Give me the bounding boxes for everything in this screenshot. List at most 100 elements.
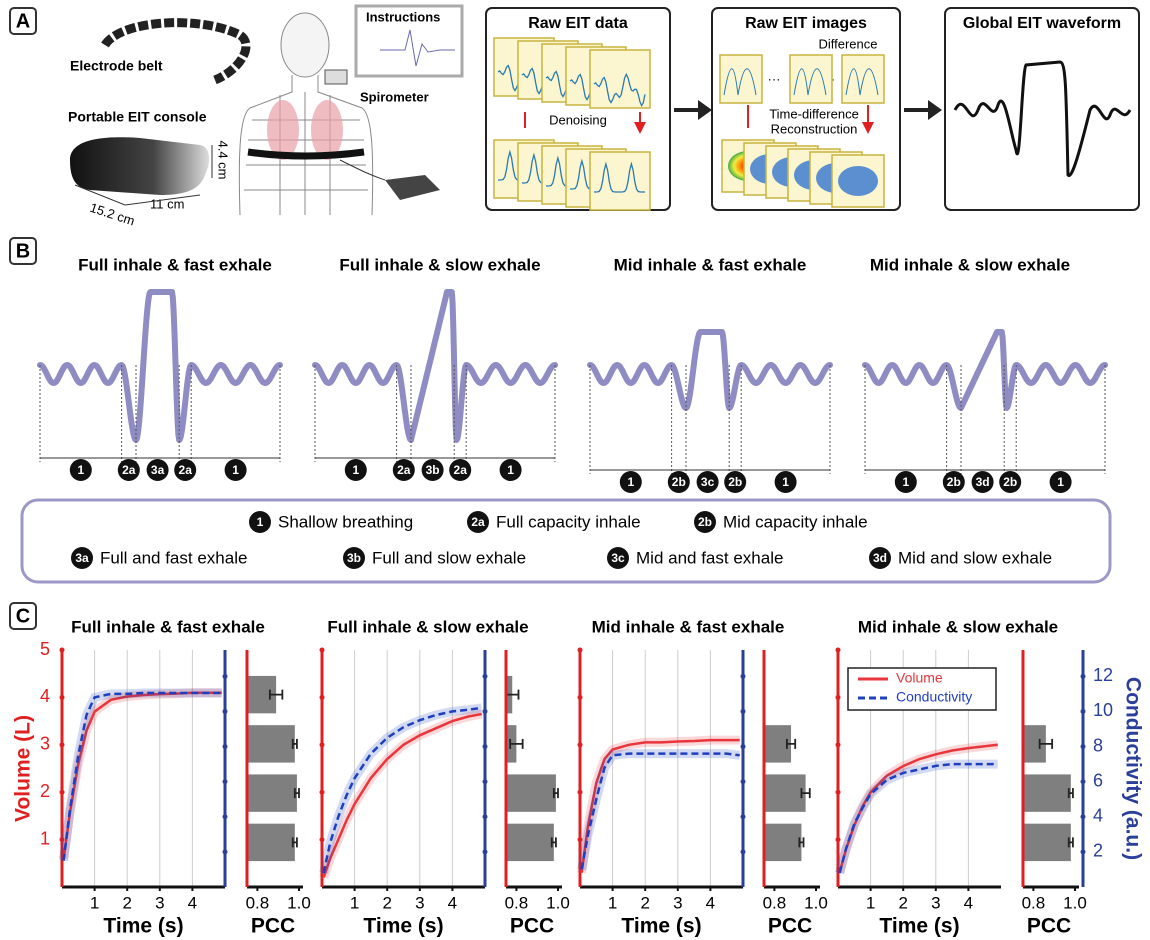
y-axis-label: Volume (L) <box>12 715 35 822</box>
y2-tick-label: 12 <box>1093 665 1113 685</box>
y2-tick <box>741 674 746 679</box>
frame <box>590 152 650 210</box>
y-tick-label: 3 <box>40 734 50 754</box>
x-tick-label: 4 <box>448 893 457 912</box>
y2-tick <box>483 779 488 784</box>
y-tick <box>836 648 841 653</box>
legend-label: Shallow breathing <box>278 512 413 531</box>
y-tick <box>836 695 841 700</box>
x-tick-label: 4 <box>706 893 715 912</box>
y2-tick <box>483 674 488 679</box>
x-tick-label: 3 <box>415 893 424 912</box>
x-tick-label: 4 <box>188 893 197 912</box>
bar <box>764 824 801 861</box>
dimension-label: 11 cm <box>150 196 184 211</box>
legend-key: 2b <box>698 515 712 529</box>
difference-label: Difference <box>818 36 877 51</box>
series-band <box>64 693 222 861</box>
x-axis-label: Time (s) <box>621 915 701 938</box>
chart-title: Full inhale & fast exhale <box>71 617 265 636</box>
console-label: Portable EIT console <box>68 109 207 125</box>
legend-label: Full capacity inhale <box>496 512 641 531</box>
x-tick-label: 1.0 <box>287 893 311 912</box>
waveform-title: Mid inhale & fast exhale <box>614 255 807 274</box>
segment-label: 2b <box>672 475 686 489</box>
x-axis-label: PCC <box>251 915 295 938</box>
chart-title: Mid inhale & fast exhale <box>592 617 785 636</box>
panel-letter: A <box>16 10 30 32</box>
chart-title: Full inhale & slow exhale <box>327 617 528 636</box>
y-tick <box>578 742 583 747</box>
x-tick-label: 3 <box>673 893 682 912</box>
legend-key: 3d <box>873 551 887 565</box>
legend-key: 3b <box>347 551 361 565</box>
y2-tick-label: 10 <box>1093 700 1113 720</box>
bar <box>247 824 295 861</box>
legend-label: Full and slow exhale <box>372 548 526 567</box>
error-bar <box>293 739 297 749</box>
x-tick-label: 2 <box>898 893 907 912</box>
x-tick-label: 2 <box>122 893 131 912</box>
bar <box>1023 774 1071 811</box>
dimension-label: 4.4 cm <box>216 140 231 179</box>
legend-label: Mid and slow exhale <box>898 548 1052 567</box>
y-tick-label: 5 <box>40 639 50 659</box>
y2-tick <box>741 814 746 819</box>
bar <box>506 774 556 811</box>
x-tick-label: 0.8 <box>505 893 529 912</box>
y2-axis-label: Conductivity (a.u.) <box>1121 677 1144 860</box>
y-tick <box>836 742 841 747</box>
legend-label: Mid and fast exhale <box>636 548 783 567</box>
electrode-belt-label: Electrode belt <box>70 58 163 74</box>
series-line <box>840 764 998 873</box>
y-tick <box>320 837 325 842</box>
y2-tick <box>223 849 228 854</box>
y2-tick <box>1081 709 1086 714</box>
panel-letter: C <box>16 605 30 627</box>
breathing-waveform <box>590 332 830 408</box>
x-axis-label: PCC <box>768 915 812 938</box>
bar <box>247 774 297 811</box>
console-illustration <box>70 137 209 195</box>
x-tick-label: 1 <box>866 893 875 912</box>
segment-label: 1 <box>627 475 634 489</box>
y2-tick <box>741 779 746 784</box>
y2-tick <box>741 709 746 714</box>
y2-tick <box>741 849 746 854</box>
y2-tick <box>483 709 488 714</box>
segment-label: 2a <box>122 463 136 477</box>
y2-tick <box>1081 849 1086 854</box>
y-tick <box>836 837 841 842</box>
bar <box>506 824 554 861</box>
x-tick-label: 2 <box>640 893 649 912</box>
segment-label: 1 <box>352 463 359 477</box>
y2-tick <box>223 744 228 749</box>
y2-tick <box>223 814 228 819</box>
x-axis-label: Time (s) <box>103 915 183 938</box>
series-band <box>840 764 998 873</box>
error-bar <box>554 788 558 798</box>
y-tick <box>320 742 325 747</box>
bar <box>764 774 806 811</box>
segment-label: 2b <box>1003 475 1017 489</box>
y2-tick <box>741 744 746 749</box>
legend-key: 2a <box>471 515 485 529</box>
raw-images-title: Raw EIT images <box>745 15 867 32</box>
legend-label: Conductivity <box>896 689 972 705</box>
y2-tick-label: 4 <box>1093 806 1103 826</box>
series-band <box>582 754 740 870</box>
error-bar <box>293 837 297 847</box>
segment-label: 3b <box>426 463 440 477</box>
y-tick-label: 4 <box>40 686 50 706</box>
denoising-label: Denoising <box>549 112 607 127</box>
y2-tick <box>1081 744 1086 749</box>
y-tick <box>60 742 65 747</box>
y-tick <box>320 695 325 700</box>
breathing-waveform <box>40 292 280 440</box>
waveform-title: Full inhale & fast exhale <box>78 255 272 274</box>
segment-label: 2b <box>947 475 961 489</box>
x-tick-label: 1.0 <box>546 893 570 912</box>
chart-title: Mid inhale & slow exhale <box>858 617 1058 636</box>
segment-label: 1 <box>232 463 239 477</box>
legend-key: 3a <box>75 551 89 565</box>
